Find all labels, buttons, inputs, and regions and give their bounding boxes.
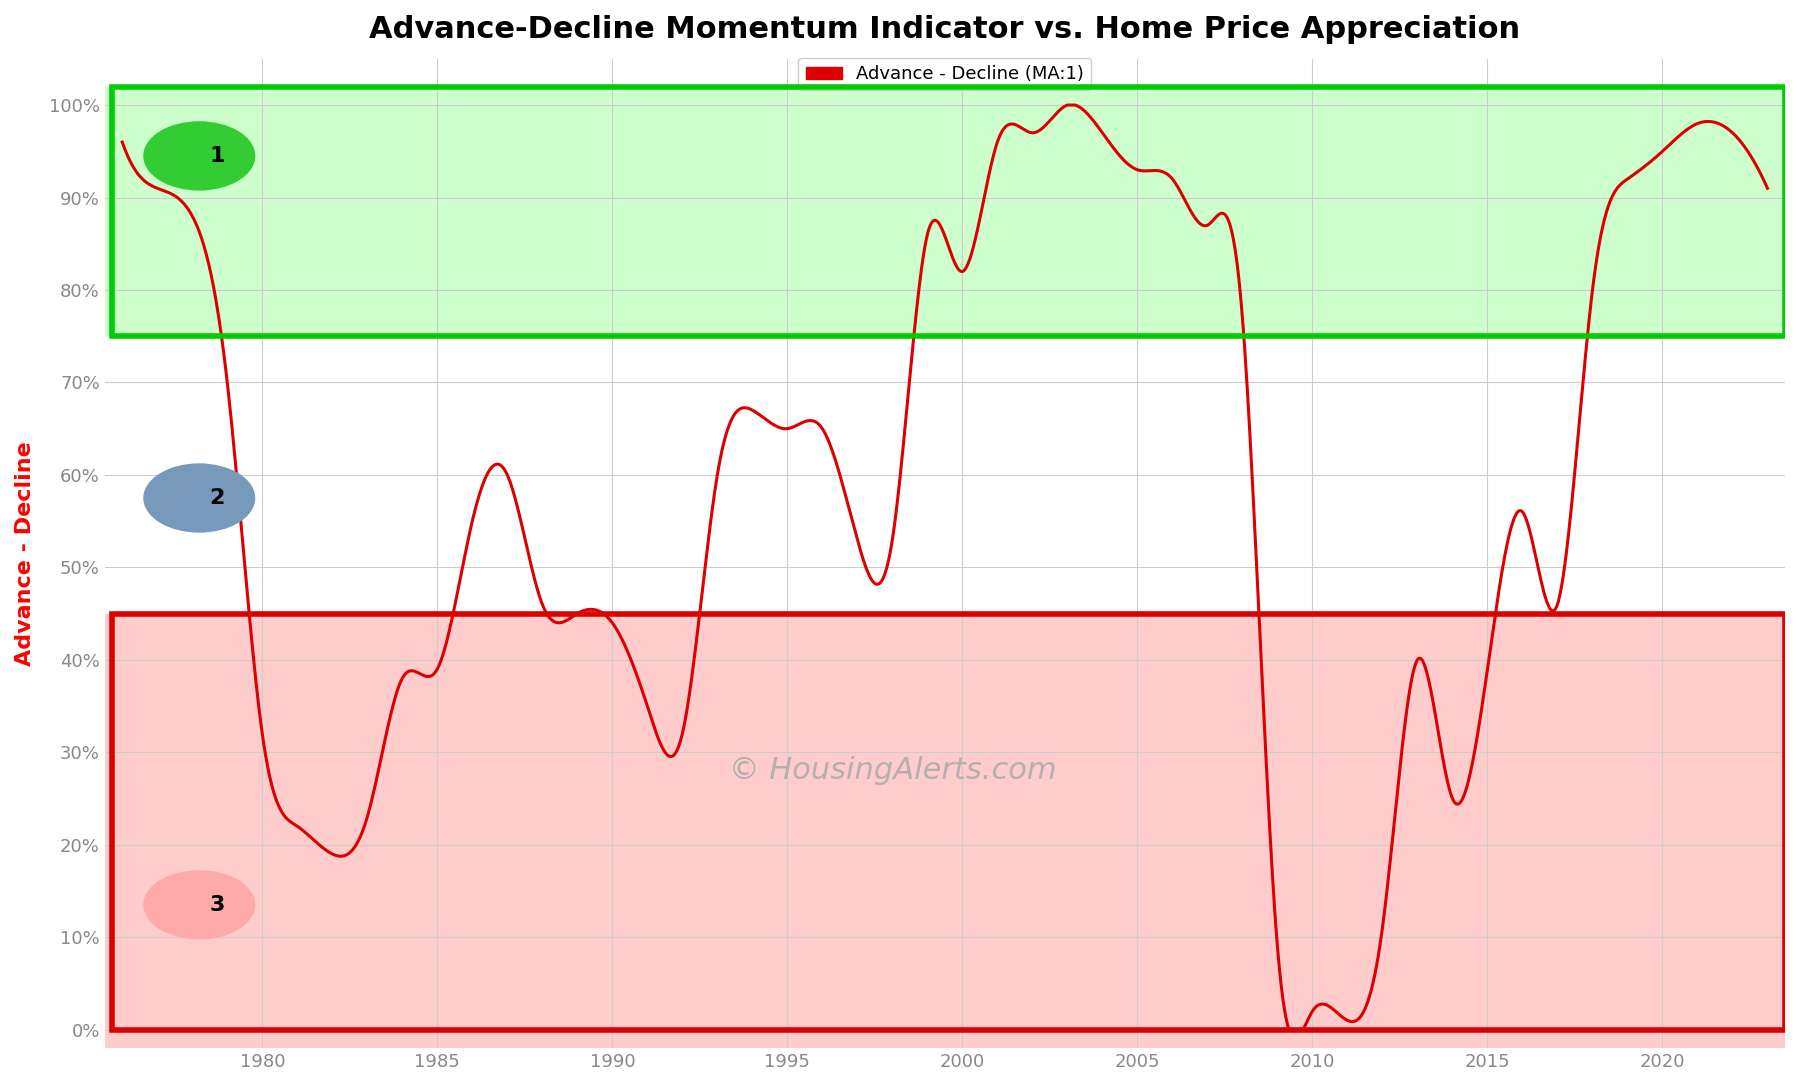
Ellipse shape <box>144 870 256 939</box>
Y-axis label: Advance - Decline: Advance - Decline <box>14 441 34 666</box>
FancyBboxPatch shape <box>104 614 1800 1048</box>
Ellipse shape <box>144 464 256 532</box>
Ellipse shape <box>144 122 256 190</box>
Legend: Advance - Decline (MA:1): Advance - Decline (MA:1) <box>799 58 1091 90</box>
Text: 1: 1 <box>209 146 225 166</box>
Bar <box>112 87 1786 337</box>
Text: 3: 3 <box>209 895 225 914</box>
Title: Advance-Decline Momentum Indicator vs. Home Price Appreciation: Advance-Decline Momentum Indicator vs. H… <box>369 15 1521 45</box>
FancyBboxPatch shape <box>104 87 1800 337</box>
Text: 2: 2 <box>209 488 225 508</box>
Text: © HousingAlerts.com: © HousingAlerts.com <box>729 756 1057 785</box>
Bar <box>112 614 1786 1030</box>
